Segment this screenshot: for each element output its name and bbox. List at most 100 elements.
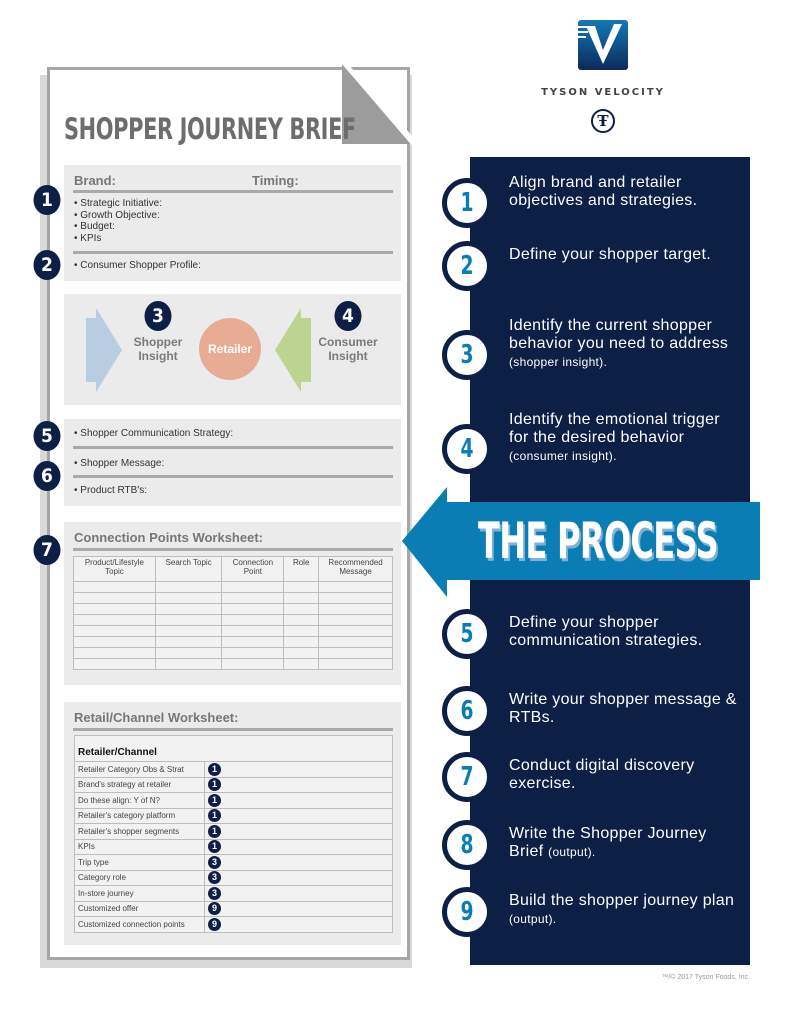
growth-objective-field[interactable]: • Growth Objective:	[74, 209, 160, 221]
table-cell[interactable]	[283, 625, 320, 637]
row-value[interactable]: 3	[204, 854, 393, 871]
retail-table: Retailer/Channel Retailer Category Obs &…	[74, 735, 393, 933]
table-cell[interactable]	[154, 636, 223, 648]
table-cell[interactable]	[73, 603, 156, 615]
table-cell[interactable]	[154, 603, 223, 615]
table-cell[interactable]	[318, 581, 393, 593]
table-cell[interactable]	[154, 581, 223, 593]
step-badge: 9	[208, 902, 221, 916]
row-value[interactable]: 1	[204, 823, 393, 840]
row-value[interactable]: 1	[204, 761, 393, 778]
step-text-4: Identify the emotional trigger for the d…	[509, 411, 720, 463]
table-row: KPIs 1	[74, 838, 393, 855]
shopper-insight-label: Shopper Insight	[133, 335, 183, 363]
budget-field[interactable]: • Budget:	[74, 221, 115, 232]
row-value[interactable]: 3	[204, 869, 393, 886]
table-cell[interactable]	[221, 636, 285, 648]
table-cell[interactable]	[154, 658, 223, 670]
row-value[interactable]: 9	[204, 900, 393, 917]
table-row	[73, 581, 393, 593]
row-value[interactable]: 1	[204, 792, 393, 809]
process-title: THE PROCESS	[478, 512, 719, 570]
table-row: Customized connection points 9	[74, 916, 393, 933]
table-cell[interactable]	[154, 592, 223, 604]
step-badge: 1	[208, 762, 221, 776]
shopper-message-field[interactable]: • Shopper Message:	[74, 458, 165, 469]
table-cell[interactable]	[154, 625, 223, 637]
brand-name: TYSON VELOCITY	[541, 87, 665, 98]
table-row	[73, 647, 393, 659]
table-cell[interactable]	[221, 592, 285, 604]
step-marker-1: 1	[33, 185, 61, 215]
row-value[interactable]: 1	[204, 776, 393, 793]
table-cell[interactable]	[73, 581, 156, 593]
table-cell[interactable]	[318, 647, 393, 659]
table-cell[interactable]	[73, 625, 156, 637]
step-number-8: 8	[442, 820, 492, 870]
table-cell[interactable]	[73, 647, 156, 659]
step-marker-6: 6	[33, 461, 61, 491]
table-cell[interactable]	[73, 636, 156, 648]
row-label: Retailer's shopper segments	[74, 823, 205, 840]
table-cell[interactable]	[318, 614, 393, 626]
table-cell[interactable]	[283, 614, 320, 626]
table-row: Category role 3	[74, 869, 393, 886]
column-header: Recommended Message	[318, 556, 393, 582]
table-cell[interactable]	[283, 603, 320, 615]
table-cell[interactable]	[221, 658, 285, 670]
row-value[interactable]: 1	[204, 838, 393, 855]
step-badge: 1	[208, 793, 221, 807]
table-cell[interactable]	[73, 658, 156, 670]
table-header-row: Product/Lifestyle Topic Search Topic Conn…	[73, 556, 393, 582]
row-value[interactable]: 3	[204, 885, 393, 902]
connection-title: Connection Points Worksheet:	[74, 530, 263, 545]
table-cell[interactable]	[283, 581, 320, 593]
table-row	[73, 614, 393, 626]
table-cell[interactable]	[73, 614, 156, 626]
column-header: Search Topic	[154, 556, 223, 582]
step-number-3: 3	[442, 330, 492, 380]
table-cell[interactable]	[283, 647, 320, 659]
step-number-9: 9	[442, 887, 492, 937]
table-cell[interactable]	[283, 658, 320, 670]
table-cell[interactable]	[221, 625, 285, 637]
page-title: SHOPPER JOURNEY BRIEF	[64, 112, 356, 146]
table-cell[interactable]	[221, 581, 285, 593]
table-row	[73, 625, 393, 637]
strategic-initiative-field[interactable]: • Strategic Initiative:	[74, 198, 162, 209]
row-value[interactable]: 9	[204, 916, 393, 933]
table-cell[interactable]	[154, 647, 223, 659]
table-cell[interactable]	[318, 625, 393, 637]
step-badge: 1	[208, 778, 221, 792]
table-cell[interactable]	[318, 636, 393, 648]
step-number-6: 6	[442, 686, 492, 736]
table-cell[interactable]	[318, 603, 393, 615]
table-row	[73, 658, 393, 670]
table-row: In-store journey 3	[74, 885, 393, 902]
message-section	[64, 419, 401, 506]
table-cell[interactable]	[221, 647, 285, 659]
table-cell[interactable]	[318, 592, 393, 604]
table-cell[interactable]	[221, 614, 285, 626]
table-cell[interactable]	[73, 592, 156, 604]
step-marker-3: 3	[144, 301, 172, 331]
table-row	[73, 592, 393, 604]
table-cell[interactable]	[154, 614, 223, 626]
retail-header: Retailer/Channel	[74, 735, 393, 762]
table-cell[interactable]	[283, 592, 320, 604]
product-rtbs-field[interactable]: • Product RTB's:	[74, 485, 148, 496]
step-number-5: 5	[442, 609, 492, 659]
table-cell[interactable]	[318, 658, 393, 670]
row-label: KPIs	[74, 838, 205, 855]
row-value[interactable]: 1	[204, 807, 393, 824]
table-cell[interactable]	[221, 603, 285, 615]
consumer-profile-field[interactable]: • Consumer Shopper Profile:	[74, 260, 201, 271]
row-label: Customized offer	[74, 900, 205, 917]
kpis-field[interactable]: • KPIs	[74, 232, 102, 244]
comm-strategy-field[interactable]: • Shopper Communication Strategy:	[74, 428, 234, 439]
table-cell[interactable]	[283, 636, 320, 648]
row-label: Category role	[74, 869, 205, 886]
column-header: Product/Lifestyle Topic	[73, 556, 156, 582]
step-badge: 3	[208, 855, 221, 869]
step-badge: 1	[208, 824, 221, 838]
